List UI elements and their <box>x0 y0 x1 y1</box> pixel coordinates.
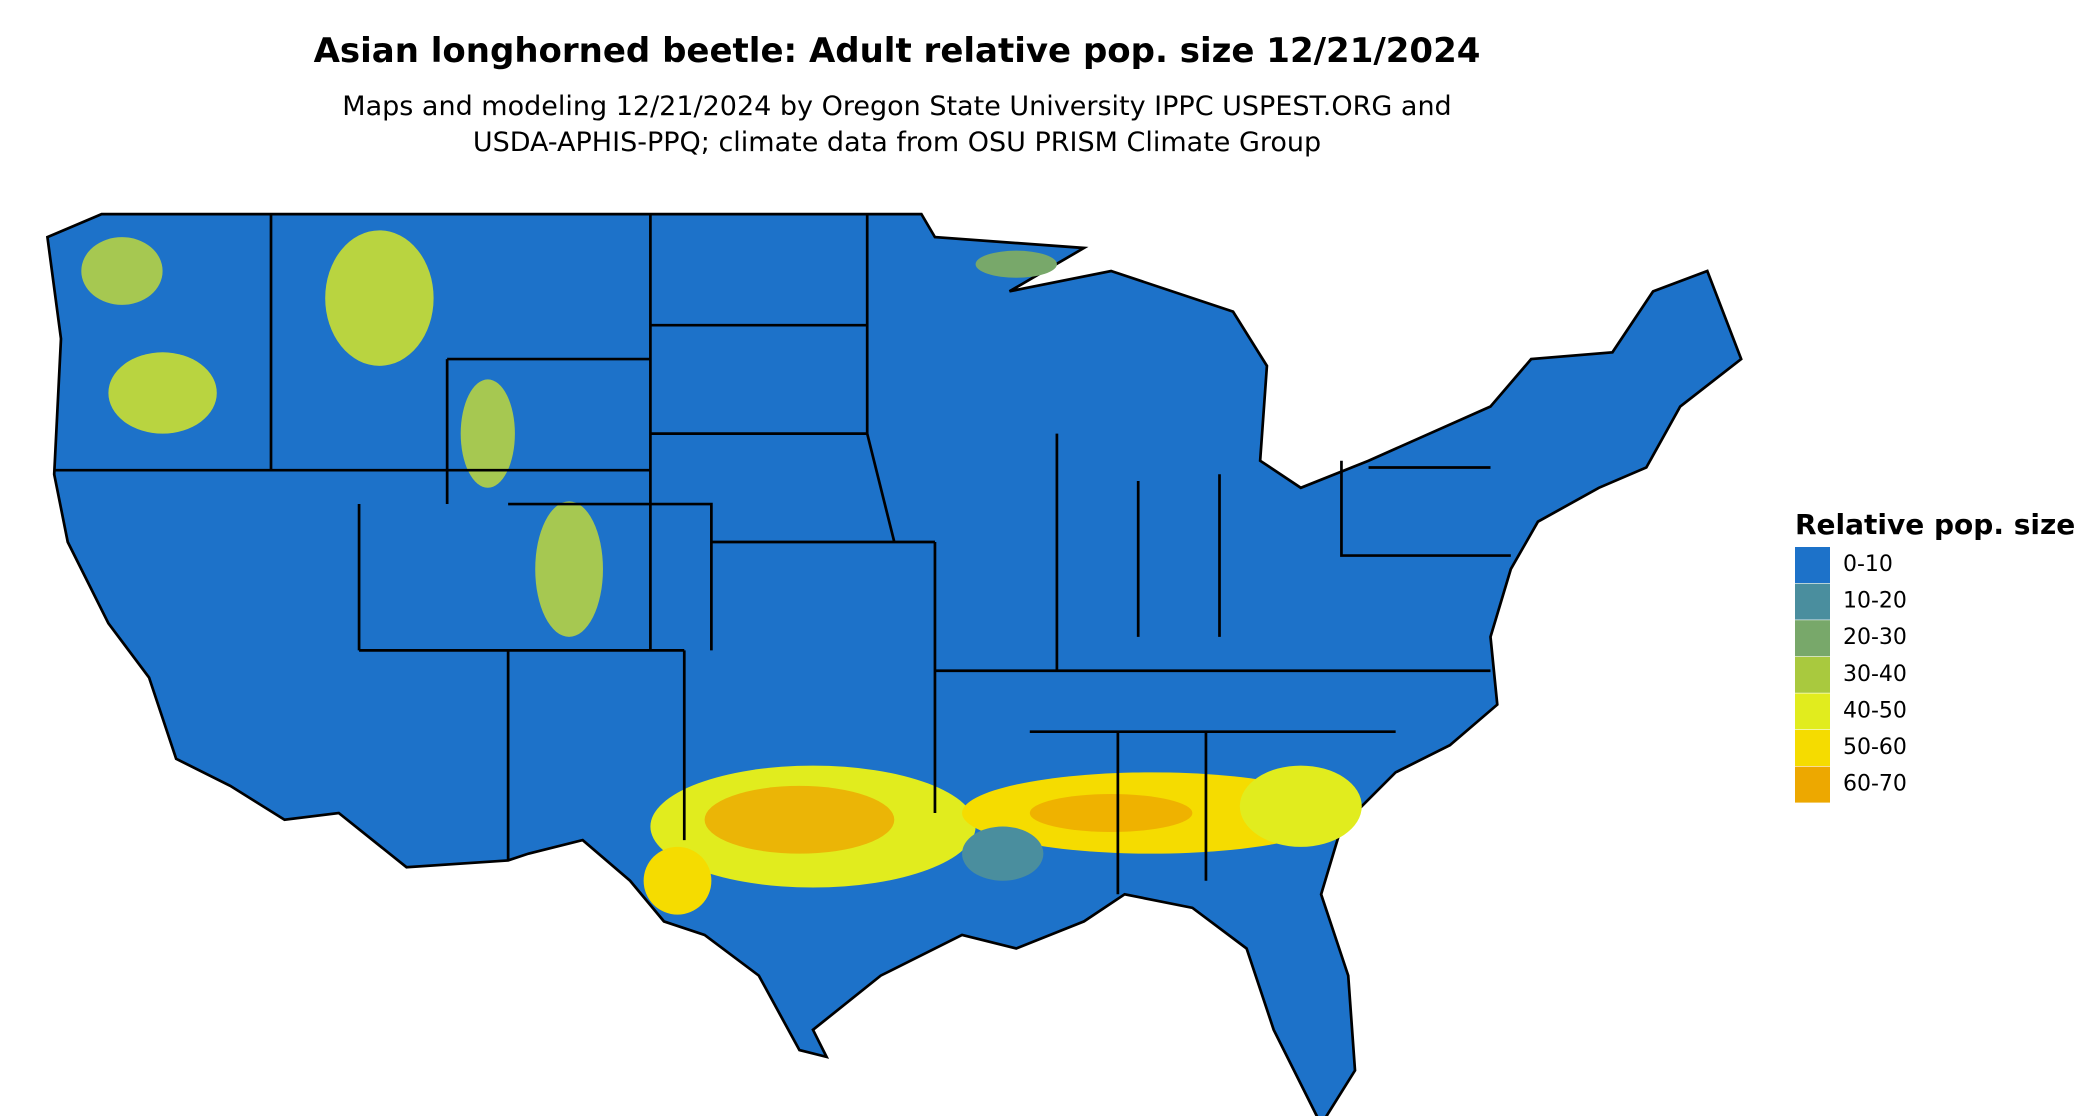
legend-swatch <box>1795 547 1830 583</box>
legend-swatch <box>1795 693 1830 730</box>
legend-title: Relative pop. size <box>1795 508 2075 541</box>
map-subtitle: USDA-APHIS-PPQ; climate data from OSU PR… <box>473 127 1321 158</box>
legend-label: 20-30 <box>1843 625 1907 650</box>
legend-swatch <box>1795 583 1830 620</box>
legend-label: 60-70 <box>1843 772 1907 797</box>
suitability-patches <box>81 230 1362 915</box>
legend-swatch <box>1795 730 1830 766</box>
map-title: Asian longhorned beetle: Adult relative … <box>314 31 1481 71</box>
state-borders <box>54 214 1511 895</box>
legend-label: 10-20 <box>1843 589 1907 614</box>
legend-label: 50-60 <box>1843 735 1907 760</box>
legend-label: 30-40 <box>1843 662 1907 687</box>
conus-outline <box>45 212 1743 1116</box>
map-subtitle: Maps and modeling 12/21/2024 by Oregon S… <box>342 91 1451 122</box>
legend: 0-10 10-20 20-30 30-40 40-50 50-60 60-70 <box>1795 547 1907 803</box>
legend-swatch <box>1795 656 1830 693</box>
legend-swatch <box>1795 766 1830 803</box>
legend-label: 0-10 <box>1843 552 1893 577</box>
legend-label: 40-50 <box>1843 698 1907 723</box>
legend-swatch <box>1795 620 1830 657</box>
us-map <box>45 212 1743 1116</box>
